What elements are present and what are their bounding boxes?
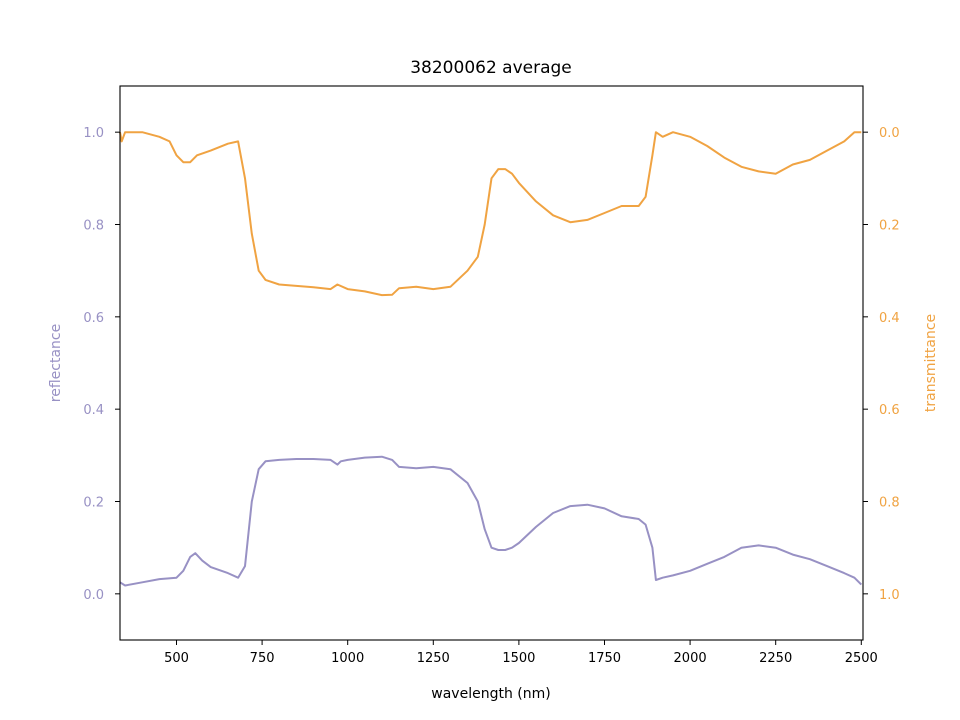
series-line-transmittance <box>119 131 862 297</box>
y-axis-right: 0.0 0.2 0.4 0.6 0.8 1.0 <box>863 126 900 603</box>
y-axis-left: 0.0 0.2 0.4 0.6 0.8 1.0 <box>83 126 120 603</box>
x-tick-label: 1750 <box>588 651 621 666</box>
x-tick-label: 2500 <box>845 651 878 666</box>
y-axis-right-label: transmittance <box>923 314 939 412</box>
series-line-reflectance <box>119 455 863 587</box>
y-right-tick-label: 1.0 <box>879 588 900 603</box>
x-tick-label: 750 <box>250 651 275 666</box>
y-left-tick-label: 0.0 <box>83 588 104 603</box>
series-layer <box>119 131 863 587</box>
x-tick-label: 500 <box>164 651 189 666</box>
x-tick-label: 2000 <box>674 651 707 666</box>
y-left-tick-label: 0.6 <box>83 311 104 326</box>
x-axis: 500 750 1000 1250 1500 1750 2000 2250 2500 <box>164 640 878 666</box>
y-right-tick-label: 0.6 <box>879 403 900 418</box>
y-right-tick-label: 0.4 <box>879 311 900 326</box>
x-tick-label: 2250 <box>759 651 792 666</box>
x-tick-label: 1500 <box>502 651 535 666</box>
x-tick-label: 1000 <box>331 651 364 666</box>
y-left-tick-label: 0.8 <box>83 219 104 234</box>
y-right-tick-label: 0.2 <box>879 219 900 234</box>
x-tick-label: 1250 <box>417 651 450 666</box>
y-axis-left-label: reflectance <box>48 324 64 402</box>
chart-title: 38200062 average <box>410 58 572 78</box>
y-left-tick-label: 1.0 <box>83 126 104 141</box>
y-right-tick-label: 0.8 <box>879 496 900 511</box>
x-axis-label: wavelength (nm) <box>431 686 550 702</box>
y-right-tick-label: 0.0 <box>879 126 900 141</box>
y-left-tick-label: 0.4 <box>83 403 104 418</box>
y-left-tick-label: 0.2 <box>83 496 104 511</box>
plot-frame <box>119 85 864 641</box>
